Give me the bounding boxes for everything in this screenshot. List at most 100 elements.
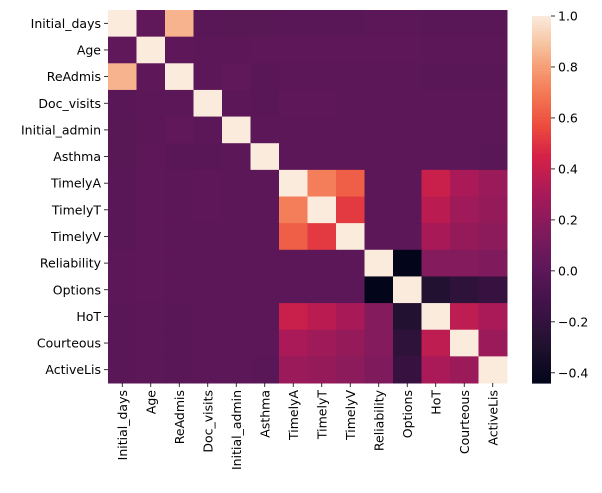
cell-timelyt-courteous: [450, 196, 479, 224]
colorbar-segment: [532, 223, 551, 228]
cell-timelya-asthma: [250, 169, 280, 197]
cell-hot-timelyv: [336, 303, 365, 331]
colorbar-segment: [532, 40, 551, 45]
cell-hot-courteous: [450, 303, 479, 331]
colorbar-tick-label: −0.2: [558, 314, 588, 329]
cell-courteous-options: [393, 329, 422, 357]
colorbar-segment: [532, 126, 551, 130]
cell-timelyt-hot: [421, 196, 451, 224]
colorbar-segment: [532, 77, 551, 81]
cell-initial-days-age: [136, 10, 166, 38]
colorbar-tick-label: 0.4: [558, 161, 578, 176]
colorbar-segment: [532, 107, 551, 112]
cell-age-courteous: [450, 36, 479, 64]
colorbar-segment: [532, 242, 551, 246]
cell-courteous-timelyt: [307, 329, 337, 357]
cell-initial-admin-activelis: [478, 116, 508, 144]
cell-asthma-asthma: [250, 143, 280, 171]
cell-asthma-doc-visits: [193, 143, 223, 171]
cell-reliability-readmis: [165, 249, 194, 277]
colorbar-segment: [532, 257, 551, 262]
cell-age-hot: [421, 36, 451, 64]
colorbar-segment: [532, 220, 551, 225]
colorbar-segment: [532, 337, 551, 341]
cell-asthma-initial-days: [108, 143, 137, 171]
cell-activelis-doc-visits: [193, 356, 223, 384]
colorbar-segment: [532, 214, 551, 219]
row-label-timelyt: TimelyT: [51, 202, 101, 217]
colorbar-segment: [532, 269, 551, 274]
colorbar-segment: [532, 327, 551, 332]
cell-timelya-reliability: [364, 169, 394, 197]
colorbar-segment: [532, 352, 551, 357]
cell-initial-admin-timelyt: [307, 116, 337, 144]
colorbar-segment: [532, 113, 551, 118]
colorbar-segment: [532, 190, 551, 194]
cell-timelya-activelis: [478, 169, 508, 197]
colorbar-segment: [532, 282, 551, 286]
cell-activelis-hot: [421, 356, 451, 384]
colorbar-segment: [532, 205, 551, 210]
cell-reliability-hot: [421, 249, 451, 277]
row-label-readmis: ReAdmis: [47, 69, 101, 84]
colorbar-tick-label: 1.0: [558, 9, 578, 24]
cell-asthma-reliability: [364, 143, 394, 171]
colorbar-segment: [532, 263, 551, 268]
colorbar-segment: [532, 80, 551, 84]
colorbar-segment: [532, 266, 551, 271]
cell-reliability-age: [136, 249, 166, 277]
row-label-activelis: ActiveLis: [45, 362, 101, 377]
cell-readmis-doc-visits: [193, 63, 223, 91]
colorbar-segment: [532, 150, 551, 155]
cell-timelyv-asthma: [250, 223, 280, 251]
cell-courteous-timelya: [279, 329, 308, 357]
cell-age-reliability: [364, 36, 394, 64]
cell-initial-admin-initial-admin: [222, 116, 251, 144]
cell-asthma-timelya: [279, 143, 308, 171]
cell-asthma-timelyt: [307, 143, 337, 171]
row-label-initial-admin: Initial_admin: [21, 122, 101, 137]
cell-timelya-readmis: [165, 169, 194, 197]
cell-hot-age: [136, 303, 166, 331]
cell-options-options: [393, 276, 422, 304]
colorbar-segment: [532, 364, 551, 369]
colorbar-segment: [532, 37, 551, 42]
cell-initial-admin-readmis: [165, 116, 194, 144]
colorbar-segment: [532, 28, 551, 32]
colorbar-segment: [532, 64, 551, 69]
cell-initial-days-hot: [421, 10, 451, 38]
colorbar-segment: [532, 138, 551, 142]
colorbar-segment: [532, 67, 551, 72]
cell-hot-timelya: [279, 303, 308, 331]
colorbar-segment: [532, 275, 551, 280]
cell-asthma-options: [393, 143, 422, 171]
cell-age-timelyv: [336, 36, 365, 64]
cell-activelis-timelya: [279, 356, 308, 384]
cell-reliability-reliability: [364, 249, 394, 277]
column-label-hot: HoT: [428, 390, 443, 415]
colorbar-segment: [532, 129, 551, 133]
cell-courteous-initial-days: [108, 329, 137, 357]
row-label-doc-visits: Doc_visits: [38, 96, 101, 111]
colorbar-segment: [532, 236, 551, 240]
cell-doc-visits-hot: [421, 89, 451, 118]
cell-courteous-readmis: [165, 329, 194, 357]
colorbar-tick-label: 0.8: [558, 59, 578, 74]
cell-timelya-timelyv: [336, 169, 365, 197]
row-label-age: Age: [77, 42, 101, 57]
cell-hot-initial-admin: [222, 303, 251, 331]
column-label-timelyt: TimelyT: [314, 390, 329, 440]
cell-age-timelyt: [307, 36, 337, 64]
colorbar-tick-label: 0.6: [558, 110, 578, 125]
cell-initial-admin-doc-visits: [193, 116, 223, 144]
cell-timelyt-options: [393, 196, 422, 224]
cell-reliability-timelyt: [307, 249, 337, 277]
colorbar-segment: [532, 175, 551, 179]
cell-reliability-initial-days: [108, 249, 137, 277]
colorbar-segment: [532, 144, 551, 149]
cell-initial-admin-hot: [421, 116, 451, 144]
cell-options-initial-days: [108, 276, 137, 304]
heatmap-cells: [108, 10, 508, 384]
cell-reliability-timelyv: [336, 249, 365, 277]
colorbar-segment: [532, 358, 551, 363]
